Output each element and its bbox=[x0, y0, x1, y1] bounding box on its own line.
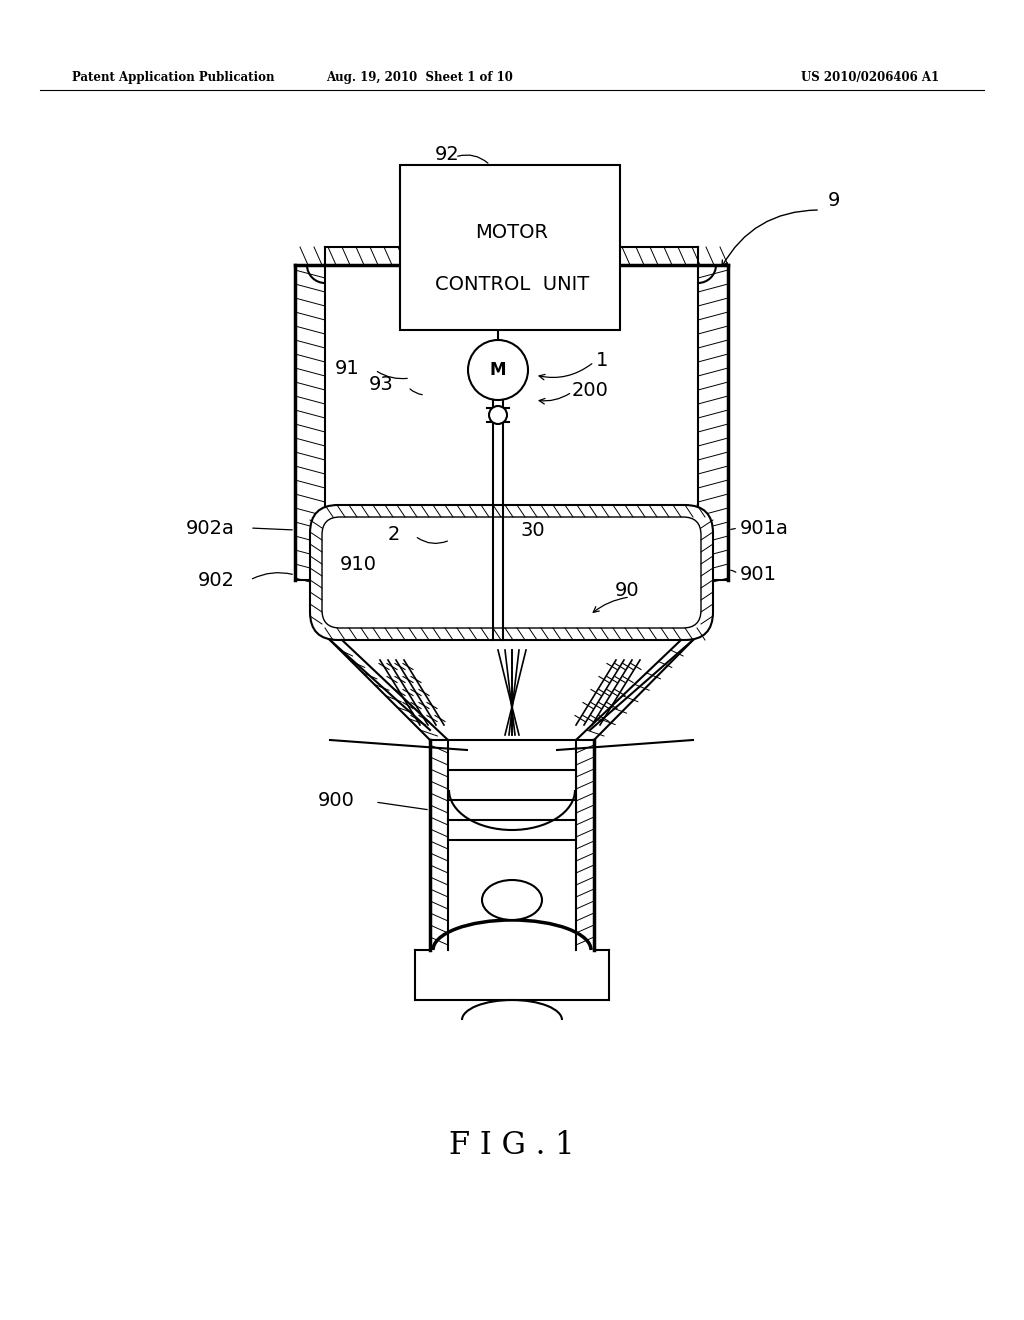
Text: 900: 900 bbox=[318, 791, 355, 809]
Ellipse shape bbox=[482, 880, 542, 920]
Bar bbox=[400, 165, 620, 330]
Text: 30: 30 bbox=[520, 520, 545, 540]
Text: 92: 92 bbox=[435, 145, 460, 165]
Text: 901a: 901a bbox=[740, 519, 788, 537]
Bar bbox=[449, 770, 575, 840]
Text: CONTROL  UNIT: CONTROL UNIT bbox=[435, 276, 589, 294]
Text: US 2010/0206406 A1: US 2010/0206406 A1 bbox=[801, 71, 939, 84]
Text: 91: 91 bbox=[335, 359, 360, 378]
Text: MOTOR: MOTOR bbox=[475, 223, 549, 243]
Text: 2: 2 bbox=[388, 525, 400, 544]
FancyBboxPatch shape bbox=[310, 506, 713, 640]
Text: 9: 9 bbox=[828, 190, 841, 210]
Text: 901: 901 bbox=[740, 565, 777, 585]
Text: 902: 902 bbox=[198, 570, 234, 590]
Text: 90: 90 bbox=[615, 581, 640, 599]
Text: 93: 93 bbox=[369, 375, 393, 395]
Text: M: M bbox=[489, 360, 506, 379]
Text: F I G . 1: F I G . 1 bbox=[450, 1130, 574, 1160]
Text: 910: 910 bbox=[340, 556, 377, 574]
Text: Aug. 19, 2010  Sheet 1 of 10: Aug. 19, 2010 Sheet 1 of 10 bbox=[327, 71, 513, 84]
Text: 902a: 902a bbox=[186, 519, 234, 537]
Circle shape bbox=[468, 341, 528, 400]
Circle shape bbox=[489, 407, 507, 424]
Text: 1: 1 bbox=[596, 351, 608, 370]
Text: 200: 200 bbox=[572, 380, 609, 400]
Text: Patent Application Publication: Patent Application Publication bbox=[72, 71, 274, 84]
